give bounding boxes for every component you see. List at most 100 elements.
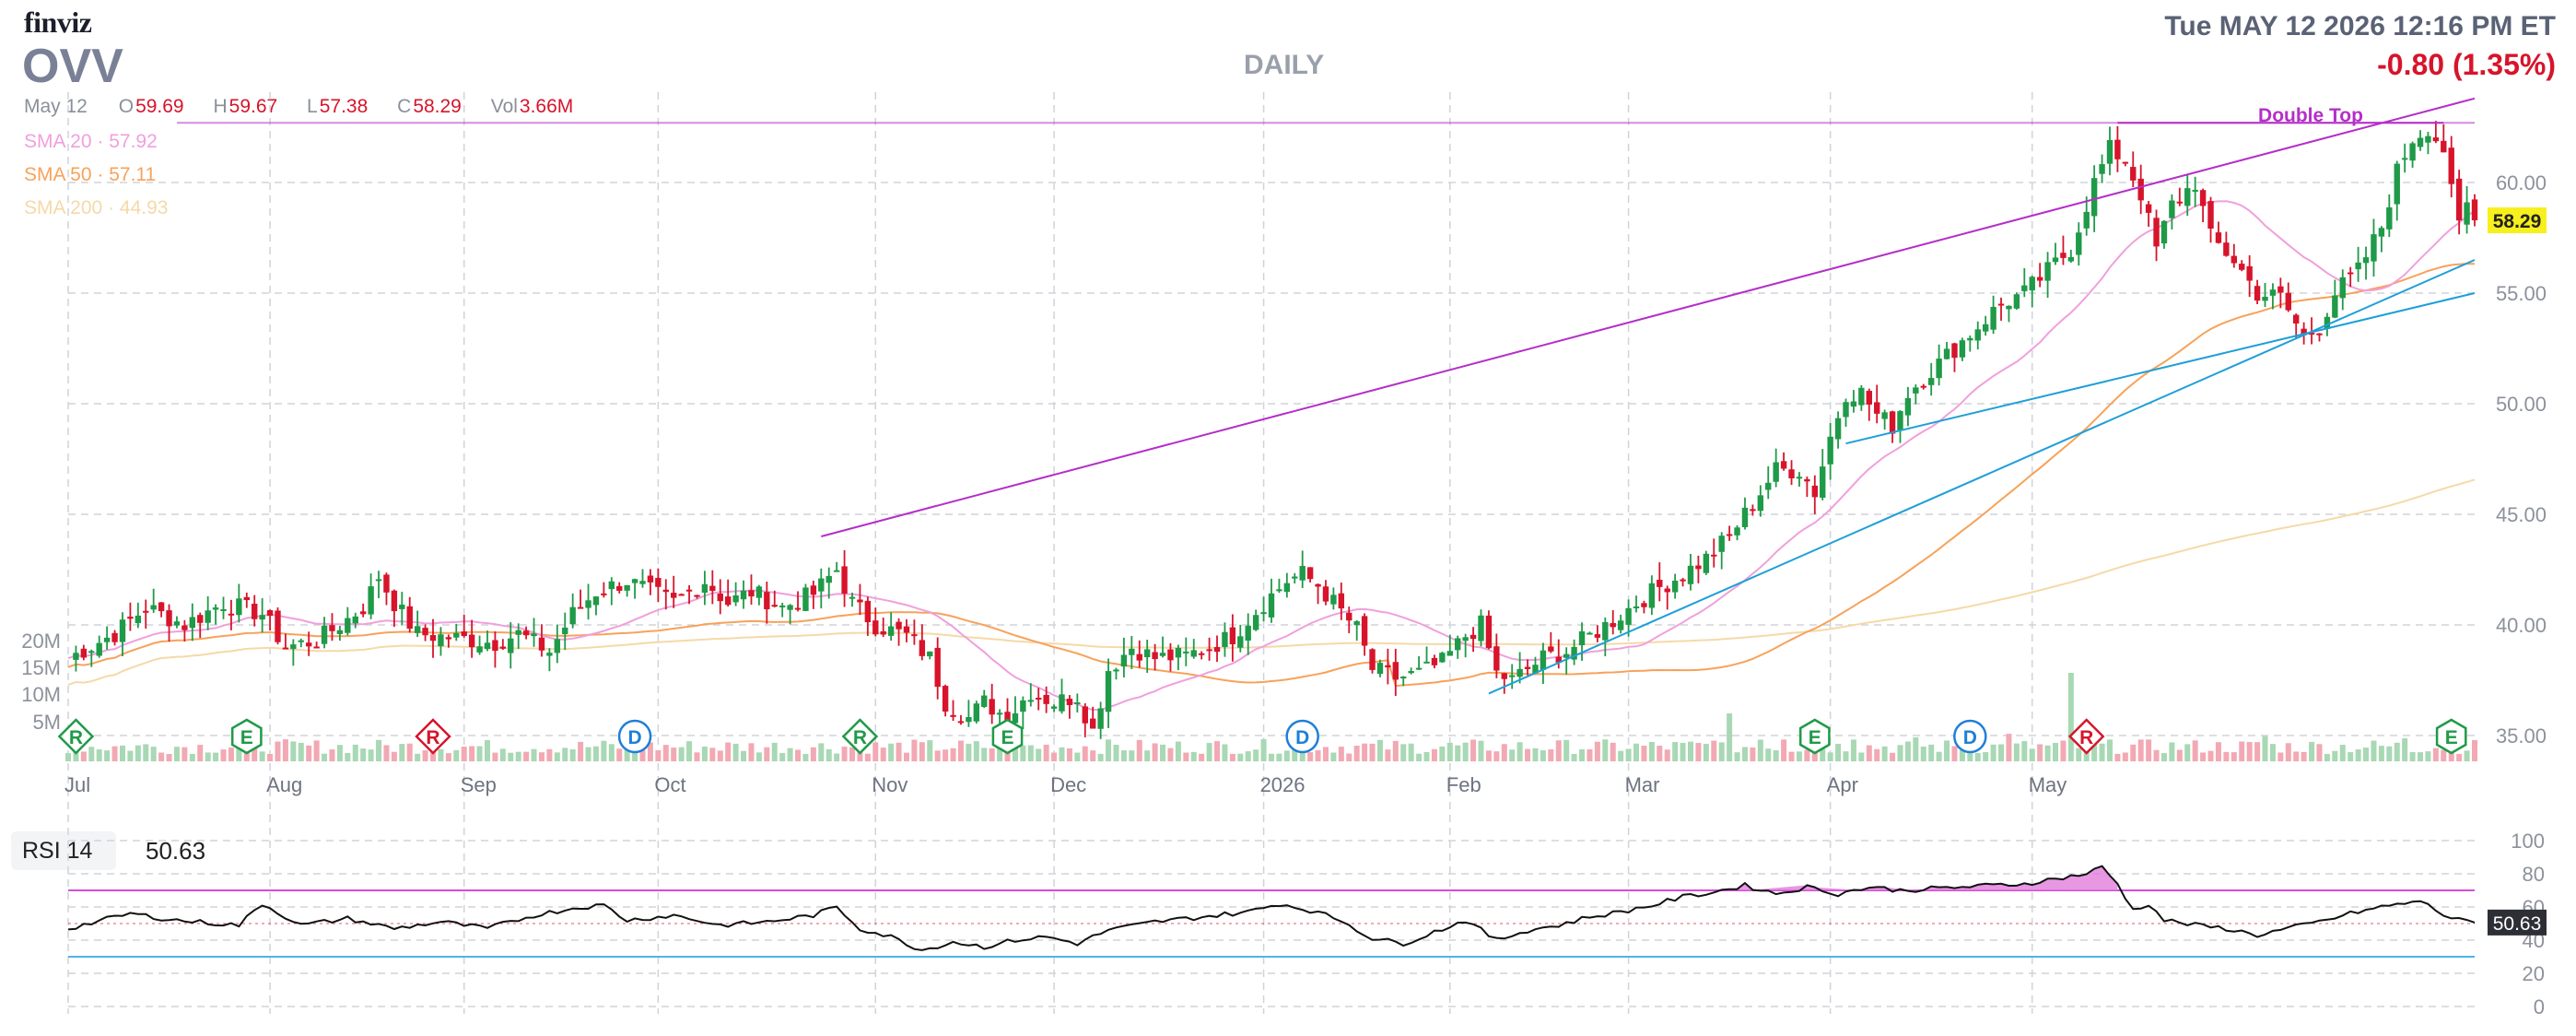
volume-bar — [1625, 748, 1632, 761]
candle — [1431, 654, 1438, 669]
volume-bar — [1245, 751, 1251, 761]
candle-body — [88, 651, 95, 653]
candle — [1268, 578, 1275, 623]
timeframe-label[interactable]: DAILY — [1244, 50, 1325, 80]
candle-body — [2231, 255, 2237, 264]
marker-shape — [1285, 719, 1319, 754]
volume-bar — [2456, 753, 2463, 761]
candle-body — [1020, 700, 1026, 712]
candle — [1765, 465, 1772, 500]
candle-body — [1423, 661, 1430, 664]
candle — [1524, 659, 1531, 676]
volume-bar — [2176, 749, 2183, 761]
candle — [701, 571, 708, 606]
event-marker-E: E — [230, 718, 263, 755]
volume-bar — [2106, 739, 2113, 761]
candle-body — [1625, 607, 1632, 625]
volume-bar — [1563, 739, 1570, 761]
volume-bar — [298, 742, 304, 761]
volume-bar — [1695, 743, 1702, 761]
candle — [880, 618, 886, 638]
marker-shape — [1798, 718, 1831, 755]
volume-bar — [592, 746, 599, 761]
volume-bar — [1004, 751, 1011, 761]
candle-body — [259, 615, 265, 620]
candle-body — [2269, 289, 2277, 296]
sma50-legend[interactable]: SMA 50 · 57.11 — [24, 164, 157, 185]
volume-bar — [2044, 745, 2051, 761]
candle-body — [2362, 257, 2370, 264]
volume-bar — [919, 742, 925, 761]
candle — [321, 617, 328, 649]
candle-body — [1540, 650, 1547, 670]
candle-body — [919, 640, 926, 656]
candle — [383, 572, 390, 606]
volume-bar — [1509, 749, 1516, 761]
candle — [2246, 254, 2253, 298]
candle-body — [2029, 277, 2035, 291]
volume-bar — [2394, 742, 2400, 761]
candle-body — [1555, 656, 1562, 663]
candle — [2231, 243, 2237, 268]
candle-body — [173, 621, 181, 626]
candle — [531, 618, 537, 647]
volume-bar — [1858, 752, 1865, 761]
volume-bar — [1423, 751, 1430, 761]
candle-body — [228, 613, 235, 616]
marker-letter: R — [426, 727, 439, 748]
low-label: L — [307, 96, 318, 117]
rsi-value: 50.63 — [146, 837, 206, 865]
candle — [2013, 292, 2020, 310]
candle-body — [1959, 340, 1966, 358]
candle — [522, 626, 530, 640]
candle — [709, 570, 716, 605]
ohlc-readout: May 12 O59.69 H59.67 L57.38 C58.29 Vol3.… — [24, 96, 597, 118]
candle — [414, 610, 421, 638]
volume-bar — [1633, 743, 1640, 761]
volume-bar — [1967, 747, 1973, 761]
candle — [942, 684, 949, 717]
candle — [1657, 562, 1663, 602]
sma50-line — [67, 263, 2476, 688]
candle — [1485, 610, 1493, 650]
candle — [1183, 637, 1189, 666]
candle-body — [2199, 190, 2207, 206]
volume-bar — [1579, 748, 1586, 761]
candle-body — [391, 590, 398, 612]
sma200-legend[interactable]: SMA 200 · 44.93 — [24, 197, 169, 218]
volume-bar — [2371, 740, 2377, 761]
volume-bar — [1866, 745, 1872, 761]
volume-bar — [2239, 741, 2245, 761]
candle — [1423, 646, 1430, 664]
candle-body — [671, 593, 677, 598]
volume-bar — [2021, 741, 2028, 761]
volume-bar — [2378, 746, 2384, 761]
candle-body — [1315, 583, 1321, 587]
candle-body — [1129, 648, 1135, 655]
volume-bar — [2339, 745, 2346, 761]
candle — [468, 619, 475, 658]
candle — [1330, 587, 1337, 610]
volume-bar — [1781, 739, 1787, 761]
sma50-label: SMA 50 — [24, 164, 92, 185]
volume-bar — [1765, 748, 1772, 761]
marker-shape — [2067, 718, 2105, 755]
volume-bar — [275, 741, 281, 761]
volume-bar — [158, 752, 165, 761]
candle — [1974, 321, 1981, 350]
candle — [1229, 614, 1236, 662]
candle-body — [2324, 316, 2331, 329]
candle — [2223, 231, 2230, 257]
candle — [1245, 613, 1251, 655]
candle — [2036, 263, 2043, 288]
candle-body — [1796, 477, 1803, 479]
volume-bar — [1106, 739, 1112, 761]
rsi-label[interactable]: RSI 14 — [11, 831, 116, 870]
volume-bar — [1703, 744, 1709, 761]
sma20-legend[interactable]: SMA 20 · 57.92 — [24, 131, 158, 152]
candle — [228, 599, 235, 630]
finviz-logo[interactable]: finviz — [24, 6, 92, 39]
marker-shape — [230, 718, 263, 755]
candle — [119, 612, 126, 656]
